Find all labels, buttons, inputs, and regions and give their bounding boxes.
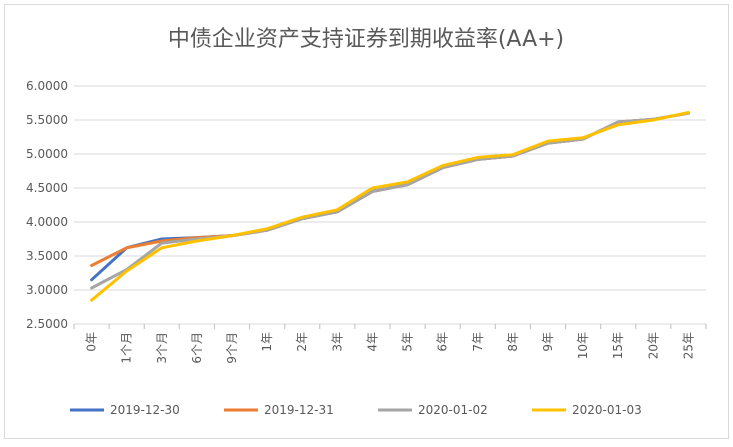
x-tick-label: 20年 <box>646 332 660 359</box>
legend-label: 2019-12-30 <box>110 403 180 417</box>
series-line-3 <box>90 111 690 302</box>
legend-label: 2020-01-02 <box>418 403 488 417</box>
x-tick-label: 3个月 <box>155 332 169 364</box>
x-tick-label: 1个月 <box>120 332 134 364</box>
x-tick-label: 5年 <box>401 332 415 352</box>
legend-label: 2020-01-03 <box>572 403 642 417</box>
y-tick-label: 5.0000 <box>26 147 68 161</box>
x-tick-label: 9个月 <box>225 332 239 364</box>
x-tick-label: 2年 <box>295 332 309 352</box>
y-tick-label: 2.5000 <box>26 317 68 331</box>
x-tick-label: 6个月 <box>190 332 204 364</box>
x-tick-label: 9年 <box>541 332 555 352</box>
y-tick-label: 4.5000 <box>26 181 68 195</box>
y-tick-label: 3.5000 <box>26 249 68 263</box>
x-tick-label: 7年 <box>471 332 485 352</box>
x-tick-label: 0年 <box>85 332 99 352</box>
y-axis-ticks: 2.5000 3.0000 3.5000 4.0000 4.5000 5.0000 5.50… <box>26 79 68 331</box>
series-lines <box>90 111 690 302</box>
series-line-2 <box>90 111 690 290</box>
gridlines <box>74 85 706 325</box>
y-tick-label: 6.0000 <box>26 79 68 93</box>
x-axis-ticks: 0年 1个月 3个月 6个月 9个月 1年 2年 3年 4年 5年 6年 7年 8年 9年 10年 15年 20… <box>73 324 707 364</box>
series-line-0 <box>90 111 690 282</box>
x-tick-label: 1年 <box>260 332 274 352</box>
chart-title: 中债企业资产支持证券到期收益率(AA+) <box>168 27 564 52</box>
x-tick-label: 6年 <box>436 332 450 352</box>
legend-label: 2019-12-31 <box>264 403 334 417</box>
x-tick-label: 25年 <box>681 332 695 359</box>
x-tick-label: 15年 <box>611 332 625 359</box>
y-tick-label: 5.5000 <box>26 113 68 127</box>
x-tick-label: 4年 <box>365 332 379 352</box>
y-tick-label: 3.0000 <box>26 283 68 297</box>
x-tick-label: 10年 <box>576 332 590 359</box>
legend: 2019-12-30 2019-12-31 2020-01-02 2020-01-03 <box>70 403 642 417</box>
x-tick-label: 3年 <box>330 332 344 352</box>
x-tick-label: 8年 <box>506 332 520 352</box>
y-tick-label: 4.0000 <box>26 215 68 229</box>
